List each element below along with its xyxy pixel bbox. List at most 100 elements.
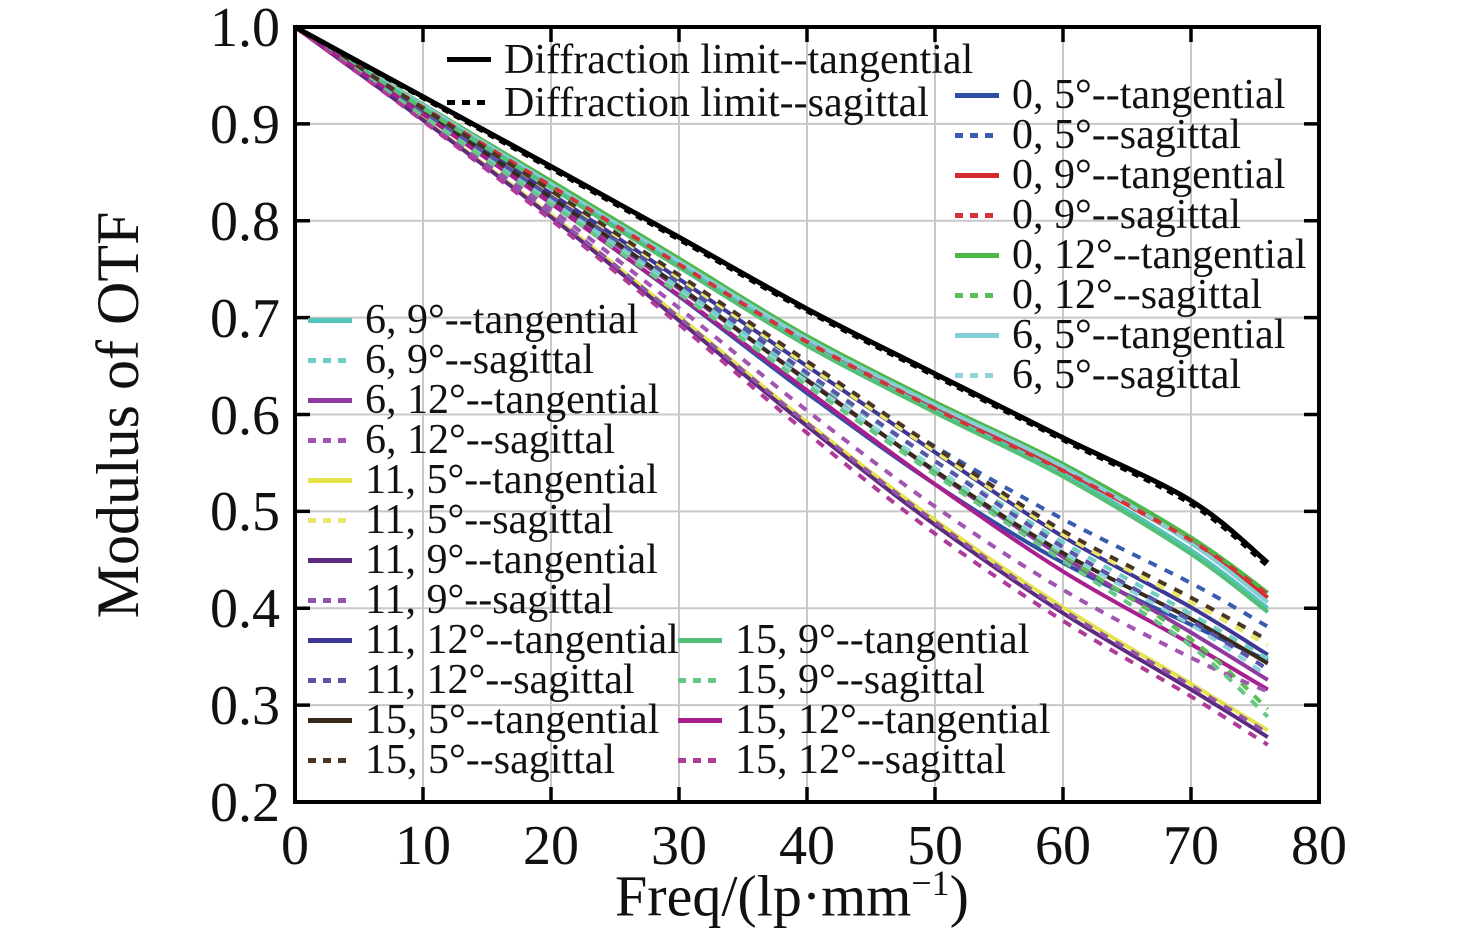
y-tick-label: 0.2: [210, 772, 280, 834]
legend-label: 15, 5°--tangential: [365, 697, 660, 743]
x-axis-title-text: Freq/(lp·mm: [615, 863, 912, 929]
legend-label: 0, 12°--sagittal: [1012, 272, 1263, 318]
legend-label: 0, 12°--tangential: [1012, 232, 1307, 278]
y-tick-label: 0.8: [210, 190, 280, 253]
legend-item: 15, 5°--tangential: [308, 697, 679, 743]
legend-left-column: 6, 9°--tangential 6, 9°--sagittal 6, 12°--…: [308, 297, 679, 783]
legend-label: 11, 5°--sagittal: [365, 497, 614, 543]
dashed-line-swatch: [955, 372, 999, 378]
legend-label: 15, 9°--sagittal: [735, 657, 986, 703]
solid-line-swatch: [955, 92, 999, 98]
y-tick-label: 1.0: [210, 0, 280, 59]
dashed-line-swatch: [308, 437, 352, 443]
dashed-line-swatch: [308, 597, 352, 603]
legend-label: 15, 9°--tangential: [735, 617, 1030, 663]
legend-item: 15, 12°--sagittal: [678, 737, 1050, 783]
legend-label: 6, 12°--tangential: [365, 377, 660, 423]
y-tick-label: 0.3: [210, 675, 280, 738]
dashed-line-swatch: [678, 757, 722, 763]
y-tick-label: 0.5: [210, 481, 280, 544]
y-tick-label: 0.4: [210, 578, 280, 641]
legend-label: 0, 5°--tangential: [1012, 72, 1286, 118]
series-curve: [293, 25, 1270, 719]
solid-line-swatch: [678, 717, 722, 723]
solid-line-swatch: [955, 172, 999, 178]
legend-item: 15, 9°--tangential: [678, 617, 1050, 663]
dashed-line-swatch: [955, 212, 999, 218]
legend-label: 6, 12°--sagittal: [365, 417, 616, 463]
solid-line-swatch: [955, 252, 999, 258]
x-tick-label: 10: [395, 815, 451, 877]
legend-item: 11, 5°--sagittal: [308, 497, 679, 543]
legend-item: Diffraction limit--tangential: [447, 38, 973, 81]
series-curve: [293, 25, 1269, 661]
x-tick-label: 0: [281, 815, 309, 877]
legend-label: 6, 5°--tangential: [1012, 312, 1286, 358]
x-tick-label: 60: [1035, 815, 1091, 877]
legend-label: 6, 9°--tangential: [365, 297, 639, 343]
x-tick-label: 40: [779, 815, 835, 877]
series-curve: [293, 24, 1270, 568]
legend-label: 0, 5°--sagittal: [1012, 112, 1242, 158]
legend-label: 11, 9°--tangential: [365, 537, 658, 583]
legend-item: 11, 5°--tangential: [308, 459, 679, 501]
dashed-line-swatch: [308, 757, 352, 763]
solid-line-swatch: [678, 637, 722, 643]
dashed-line-swatch: [955, 292, 999, 298]
legend-diffraction: Diffraction limit--tangential Diffraction…: [447, 38, 973, 124]
dashed-line-swatch: [308, 357, 352, 363]
legend-item: 0, 9°--tangential: [955, 152, 1306, 198]
legend-label: Diffraction limit--tangential: [504, 36, 974, 83]
legend-item: 0, 12°--sagittal: [955, 272, 1306, 318]
x-tick-label: 30: [651, 815, 707, 877]
solid-line-swatch: [308, 397, 352, 403]
legend-item: 6, 12°--sagittal: [308, 417, 679, 463]
y-tick-label: 0.9: [210, 93, 280, 156]
solid-line-swatch: [308, 637, 352, 643]
legend-label: 0, 9°--sagittal: [1012, 192, 1242, 238]
legend-item: 6, 9°--tangential: [308, 297, 679, 343]
legend-label: 6, 9°--sagittal: [365, 337, 595, 383]
legend-item: 6, 5°--tangential: [955, 312, 1306, 358]
x-axis-title-close: ): [949, 863, 969, 929]
legend-item: 11, 12°--tangential: [308, 619, 679, 661]
legend-item: 11, 12°--sagittal: [308, 659, 679, 701]
legend-item: 11, 9°--sagittal: [308, 577, 679, 623]
solid-line-swatch: [955, 332, 999, 338]
x-axis-title: Freq/(lp·mm−1): [615, 863, 969, 929]
legend-right-column: 0, 5°--tangential 0, 5°--sagittal 0, 9°--t…: [955, 72, 1307, 398]
legend-label: Diffraction limit--sagittal: [504, 79, 929, 126]
dashed-line-swatch: [678, 677, 722, 683]
x-tick-label: 80: [1291, 815, 1347, 877]
y-axis-title: Modulus of OTF: [85, 211, 151, 619]
series-curve: [293, 25, 1269, 692]
dashed-line-swatch: [955, 132, 999, 138]
series-curve: [293, 25, 1269, 647]
x-tick-label: 70: [1163, 815, 1219, 877]
legend-item: 6, 5°--sagittal: [955, 352, 1306, 398]
series-curve: [293, 25, 1269, 747]
legend-label: 11, 9°--sagittal: [365, 577, 614, 623]
series-curve: [293, 25, 1269, 642]
legend-label: 15, 5°--sagittal: [365, 737, 616, 783]
legend-middle-column: 15, 9°--tangential 15, 9°--sagittal 15, 12…: [678, 617, 1051, 783]
solid-line-swatch: [308, 717, 352, 723]
x-tick-label: 20: [523, 815, 579, 877]
legend-item: 0, 12°--tangential: [955, 232, 1307, 278]
series-curve: [293, 25, 1270, 614]
legend-label: 15, 12°--sagittal: [735, 737, 1007, 783]
legend-item: 15, 12°--tangential: [678, 697, 1051, 743]
dashed-line-swatch: [308, 677, 352, 683]
legend-item: 0, 5°--sagittal: [955, 112, 1306, 158]
solid-line-swatch: [447, 57, 491, 62]
legend-item: 6, 12°--tangential: [308, 377, 679, 423]
legend-label: 0, 9°--tangential: [1012, 152, 1286, 198]
solid-line-swatch: [308, 557, 352, 563]
legend-label: 15, 12°--tangential: [735, 697, 1051, 743]
solid-line-swatch: [308, 317, 352, 323]
series-curve: [293, 25, 1269, 735]
legend-label: 6, 5°--sagittal: [1012, 352, 1242, 398]
legend-item: 6, 9°--sagittal: [308, 337, 679, 383]
